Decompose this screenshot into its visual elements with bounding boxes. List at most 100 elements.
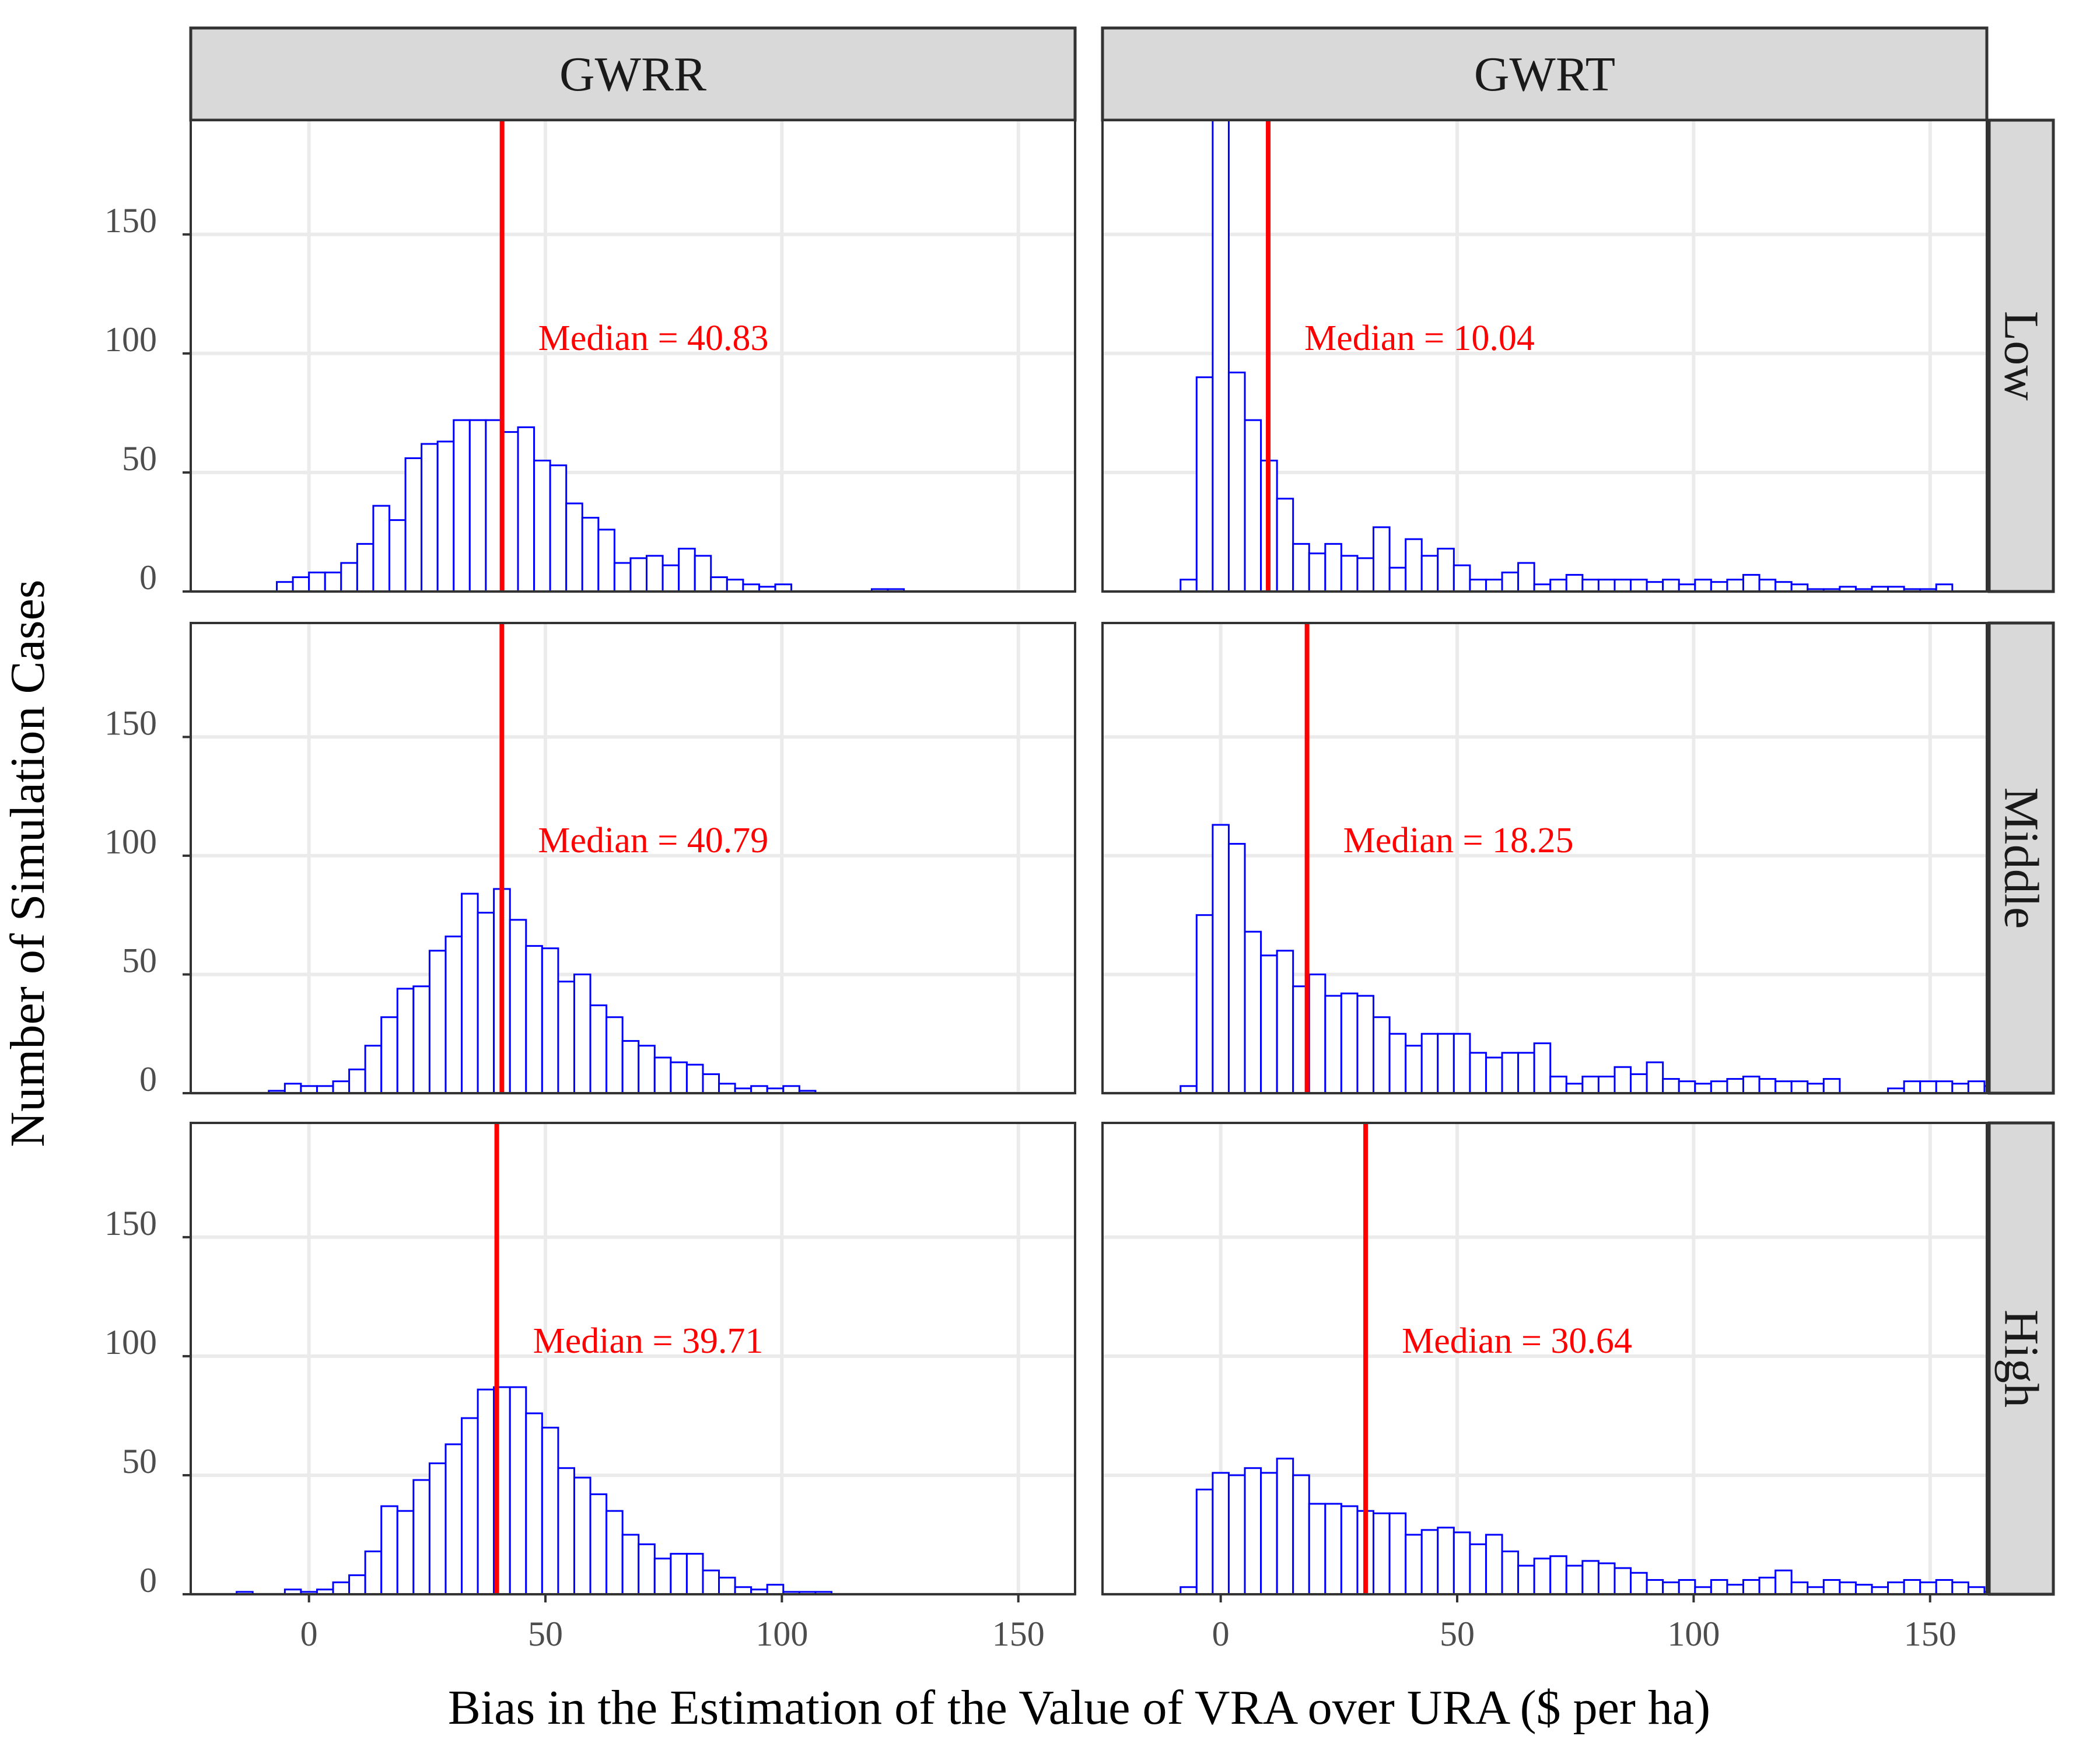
histogram-bar bbox=[477, 912, 495, 1093]
histogram-bar bbox=[1597, 1076, 1616, 1093]
histogram-bar bbox=[1195, 376, 1214, 592]
histogram-bar bbox=[1662, 1078, 1680, 1093]
panels-layer: GWRR GWRT Low Middle High Median = 40.83 0 50 10… bbox=[104, 26, 2055, 1653]
x-tick-label: 50 bbox=[528, 1615, 563, 1653]
histogram-bar bbox=[412, 985, 430, 1093]
histogram-bar bbox=[444, 935, 463, 1093]
panel-gwrr-middle: Median = 40.79 0 50 100 150 bbox=[104, 622, 1076, 1098]
histogram-bar bbox=[1549, 1555, 1567, 1594]
histogram-bar bbox=[1581, 1076, 1600, 1093]
histogram-bar bbox=[1292, 1474, 1310, 1594]
histogram-bar bbox=[404, 457, 423, 592]
histogram-bar bbox=[1533, 1042, 1552, 1093]
histogram-bar bbox=[1726, 1584, 1744, 1594]
histogram-bar bbox=[1227, 372, 1246, 592]
y-tick-label: 0 bbox=[139, 1561, 157, 1600]
y-tick-label: 100 bbox=[104, 822, 157, 861]
histogram-bar bbox=[1549, 1076, 1567, 1093]
y-tick-label: 100 bbox=[104, 1323, 157, 1362]
histogram-bar bbox=[653, 1558, 672, 1594]
histogram-bar bbox=[606, 1016, 624, 1093]
bars bbox=[1180, 120, 1954, 592]
histogram-bar bbox=[1420, 555, 1439, 592]
histogram-bar bbox=[485, 419, 503, 592]
histogram-bar bbox=[509, 1386, 527, 1594]
histogram-bar bbox=[685, 1063, 704, 1093]
histogram-bar bbox=[670, 1553, 688, 1594]
strip-label-middle: Middle bbox=[1994, 788, 2049, 929]
histogram-bar bbox=[364, 1045, 383, 1093]
histogram-bar bbox=[1276, 1457, 1294, 1594]
histogram-bar bbox=[1501, 571, 1520, 592]
histogram-bar bbox=[517, 426, 536, 592]
histogram-bar bbox=[589, 1493, 608, 1594]
histogram-bar bbox=[1662, 579, 1680, 592]
histogram-bar bbox=[1373, 526, 1391, 592]
histogram-bar bbox=[557, 1467, 575, 1594]
histogram-bar bbox=[1469, 1052, 1487, 1093]
histogram-bar bbox=[766, 1584, 785, 1594]
histogram-bar bbox=[589, 1004, 608, 1093]
histogram-bar bbox=[292, 576, 310, 592]
histogram-bar bbox=[1244, 930, 1262, 1093]
histogram-bar bbox=[525, 1412, 543, 1594]
x-tick-label: 50 bbox=[1440, 1615, 1475, 1653]
bars bbox=[276, 419, 905, 592]
histogram-bar bbox=[1452, 1531, 1471, 1594]
panel-background bbox=[191, 623, 1075, 1093]
histogram-bar bbox=[388, 519, 407, 592]
histogram-bar bbox=[436, 440, 455, 592]
histogram-bar bbox=[276, 581, 294, 592]
histogram-bar bbox=[549, 464, 568, 592]
histogram-bar bbox=[468, 419, 487, 592]
x-tick-label: 150 bbox=[992, 1615, 1045, 1653]
histogram-bar bbox=[1758, 579, 1777, 592]
histogram-bar bbox=[1662, 1581, 1680, 1594]
histogram-bar bbox=[421, 443, 439, 592]
histogram-bar bbox=[1212, 120, 1230, 592]
histogram-bar bbox=[678, 548, 696, 592]
histogram-bar bbox=[308, 571, 326, 592]
histogram-bar bbox=[380, 1505, 398, 1594]
histogram-bar bbox=[1822, 1579, 1841, 1594]
strip-label-high: High bbox=[1994, 1310, 2049, 1408]
histogram-bar bbox=[1790, 1080, 1809, 1093]
histogram-bar bbox=[726, 579, 744, 592]
y-tick-label: 150 bbox=[104, 704, 157, 742]
histogram-bar bbox=[694, 555, 712, 592]
histogram-bar bbox=[380, 1016, 398, 1093]
histogram-bar bbox=[1581, 579, 1600, 592]
median-label: Median = 30.64 bbox=[1402, 1321, 1632, 1361]
histogram-bar bbox=[1452, 564, 1471, 592]
histogram-bar bbox=[1452, 1032, 1471, 1093]
histogram-bar bbox=[1565, 1083, 1584, 1093]
histogram-bar bbox=[1517, 1052, 1535, 1093]
histogram-bar bbox=[670, 1061, 688, 1093]
histogram-bar bbox=[1485, 579, 1503, 592]
histogram-bar bbox=[332, 1581, 351, 1594]
histogram-bar bbox=[477, 1388, 495, 1594]
histogram-bar bbox=[541, 947, 559, 1093]
histogram-bar bbox=[1758, 1078, 1777, 1093]
histogram-bar bbox=[1726, 1078, 1744, 1093]
histogram-bar bbox=[1437, 548, 1455, 592]
median-label: Median = 39.71 bbox=[533, 1321, 764, 1361]
histogram-bar bbox=[1373, 1512, 1391, 1594]
histogram-bar bbox=[573, 973, 592, 1093]
histogram-bar bbox=[1678, 1080, 1696, 1093]
histogram-bar bbox=[348, 1068, 366, 1093]
strip-label-gwrt: GWRT bbox=[1474, 47, 1615, 102]
histogram-bar bbox=[1742, 1076, 1760, 1093]
histogram-bar bbox=[1308, 552, 1326, 592]
histogram-bar bbox=[1887, 1581, 1905, 1594]
histogram-bar bbox=[1517, 1564, 1535, 1594]
histogram-bar bbox=[348, 1574, 366, 1594]
histogram-bar bbox=[1356, 557, 1375, 592]
histogram-bar bbox=[646, 555, 664, 592]
histogram-bar bbox=[613, 562, 632, 592]
y-tick-label: 150 bbox=[104, 1204, 157, 1242]
histogram-bar bbox=[1935, 1080, 1954, 1093]
histogram-bar bbox=[1437, 1032, 1455, 1093]
histogram-bar bbox=[1694, 579, 1712, 592]
